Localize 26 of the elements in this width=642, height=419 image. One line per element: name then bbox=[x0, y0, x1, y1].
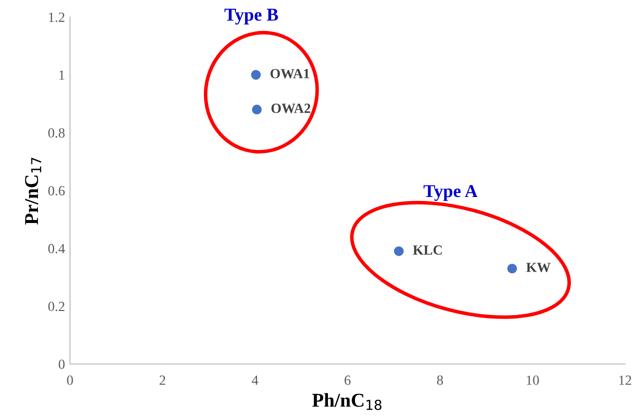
text: Type B bbox=[224, 8, 278, 25]
y-axis-title: Pr/nC$_{17}$ bbox=[25, 158, 42, 225]
point bbox=[252, 104, 262, 114]
y-tick-label: 0.6 bbox=[48, 186, 65, 196]
point bbox=[394, 246, 404, 256]
x-axis-title: Ph/nC$_{18}$ bbox=[312, 393, 382, 410]
y-tick-label: 0 bbox=[58, 360, 65, 369]
annotation: KLC bbox=[412, 245, 442, 255]
y-tick-label: 0.4 bbox=[48, 244, 65, 254]
y-tick-label: 1.2 bbox=[49, 12, 64, 22]
x-tick-label: 6 bbox=[344, 376, 351, 385]
point bbox=[251, 70, 261, 80]
x-tick-label: 2 bbox=[160, 376, 166, 385]
annotation: OWA1 bbox=[270, 68, 310, 78]
x-tick-label: 12 bbox=[619, 376, 632, 385]
y-tick-label: 0.2 bbox=[48, 302, 64, 312]
x-tick-label: 4 bbox=[252, 376, 258, 385]
x-tick-label: 8 bbox=[437, 376, 443, 385]
point bbox=[507, 264, 518, 274]
y-tick-label: 1 bbox=[59, 70, 64, 80]
text: Type A bbox=[424, 185, 478, 201]
y-tick-label: 0.8 bbox=[48, 128, 65, 138]
x-tick-label: 10 bbox=[526, 376, 539, 385]
x-tick-label: 0 bbox=[67, 376, 73, 385]
annotation: OWA2 bbox=[271, 104, 310, 114]
annotation: KW bbox=[526, 262, 551, 272]
